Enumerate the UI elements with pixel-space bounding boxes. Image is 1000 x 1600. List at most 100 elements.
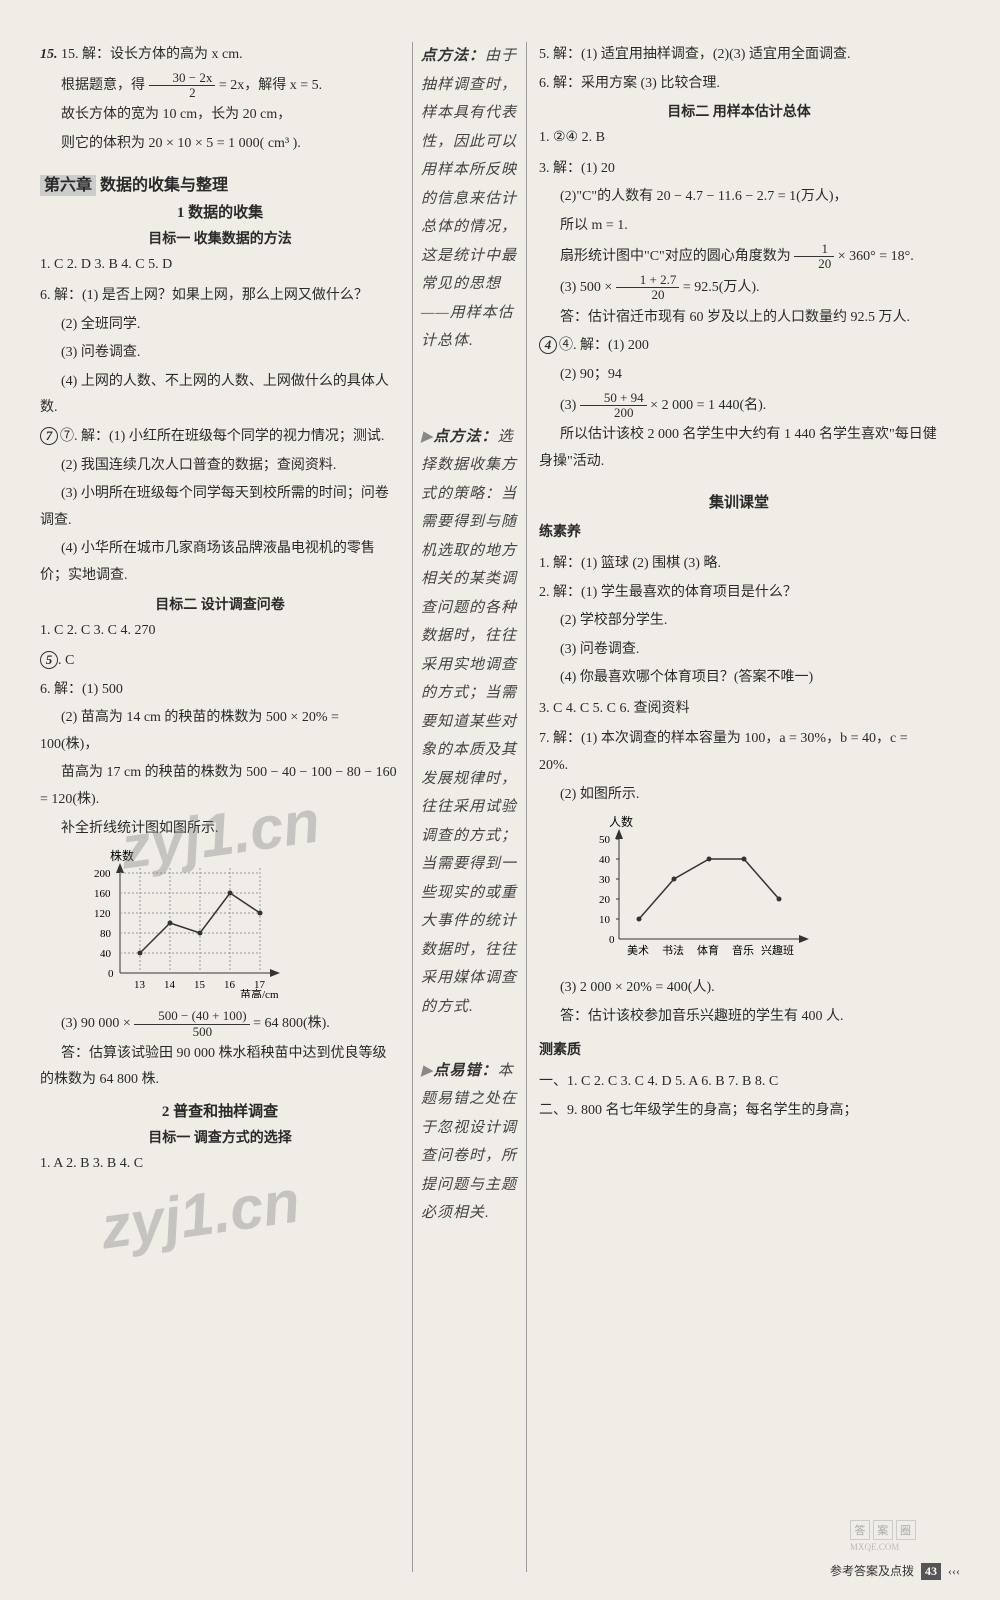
xtick: 体育: [697, 943, 719, 957]
stamp-char: 圈: [896, 1520, 916, 1540]
r-m2-heading: 目标二 用样本估计总体: [539, 101, 939, 121]
ce-row1: 一、1. C 2. C 3. C 4. D 5. A 6. B 7. B 8. …: [539, 1069, 939, 1096]
r-q4-p4: 所以估计该校 2 000 名学生中大约有 1 440 名学生喜欢"每日健身操"活…: [539, 422, 939, 475]
text: (3) 500 ×: [560, 280, 616, 295]
text: . C: [58, 653, 74, 668]
r-q4-head: 4④. 解：(1) 200: [539, 333, 939, 360]
q6b-p6: 答：估算该试验田 90 000 株水稻秧苗中达到优良等级的株数为 64 800 …: [40, 1041, 400, 1094]
jx-q7-head: 7. 解：(1) 本次调查的样本容量为 100，a = 30%，b = 40，c…: [539, 726, 939, 779]
q6-p3: (3) 问卷调查.: [40, 340, 400, 367]
ytick: 80: [100, 928, 112, 940]
text: = 92.5(万人).: [683, 280, 760, 295]
q6b-p5: (3) 90 000 × 500 − (40 + 100)500 = 64 80…: [40, 1009, 400, 1039]
jx-row: 3. C 4. C 5. C 6. 查阅资料: [539, 696, 939, 723]
jx-q7-p4: 答：估计该校参加音乐兴趣班的学生有 400 人.: [539, 1004, 939, 1031]
jx-q2-head: 2. 解：(1) 学生最喜欢的体育项目是什么？: [539, 580, 939, 607]
circled-5: 5: [40, 651, 58, 669]
jx-q7-p3: (3) 2 000 × 20% = 400(人).: [539, 975, 939, 1002]
q6-head: 6. 解：(1) 是否上网？如果上网，那么上网又做什么？: [40, 283, 400, 310]
line-chart-2: 人数 50 40 30 20 10 0: [579, 814, 939, 969]
r-q3-p4: (3) 500 × 1 + 2.720 = 92.5(万人).: [539, 273, 939, 303]
r-q5: 5. 解：(1) 适宜用抽样调查，(2)(3) 适宜用全面调查.: [539, 42, 939, 69]
r-q3-p2b: 所以 m = 1.: [539, 213, 939, 240]
s2-m1-answers: 1. A 2. B 3. B 4. C: [40, 1151, 400, 1178]
r-q3-head: 3. 解：(1) 20: [539, 156, 939, 183]
margin1-label: 点方法：: [421, 48, 485, 64]
r-q4-p2: (2) 90；94: [539, 362, 939, 389]
r-q3-p3: 扇形统计图中"C"对应的圆心角度数为 120 × 360° = 18°.: [539, 242, 939, 272]
lian-heading: 练素养: [539, 520, 939, 547]
margin3-text: 本题易错之处在于忽视设计调查问卷时，所提问题与主题必须相关.: [421, 1063, 517, 1222]
chapter-title-visible: 数据的收集与整理: [100, 177, 228, 194]
xtick: 音乐: [732, 943, 754, 957]
text: 扇形统计图中"C"对应的圆心角度数为: [560, 249, 794, 264]
fraction: 1 + 2.720: [616, 273, 680, 303]
q7-head: 7⑦. 解：(1) 小红所在班级每个同学的视力情况；测试.: [40, 424, 400, 451]
xtick: 15: [194, 979, 206, 991]
d: 200: [580, 406, 647, 420]
target-1-heading: 目标一 收集数据的方法: [40, 228, 400, 248]
right-column: 5. 解：(1) 适宜用抽样调查，(2)(3) 适宜用全面调查. 6. 解：采用…: [539, 40, 939, 1570]
ytick: 120: [94, 908, 111, 920]
left-column: 15. 15. 解：设长方体的高为 x cm. 根据题意，得 30 − 2x2 …: [40, 40, 400, 1570]
ytick: 30: [599, 874, 611, 886]
chapter-bar: 第六章: [40, 175, 96, 196]
xtick: 14: [164, 979, 176, 991]
r-q6: 6. 解：采用方案 (3) 比较合理.: [539, 71, 939, 98]
chart1-xlabel: 苗高/cm: [240, 987, 279, 998]
page-content: 15. 15. 解：设长方体的高为 x cm. 根据题意，得 30 − 2x2 …: [0, 0, 1000, 1600]
d: 20: [616, 288, 680, 302]
xtick: 美术: [627, 944, 649, 957]
answers-1: 1. C 2. D 3. B 4. C 5. D: [40, 252, 400, 279]
ce-heading: 测素质: [539, 1038, 939, 1065]
section-2-heading: 2 普查和抽样调查: [40, 1100, 400, 1121]
stamp-char: 案: [873, 1520, 893, 1540]
jx-q2-p2: (2) 学校部分学生.: [539, 608, 939, 635]
stamp-char: 答: [850, 1520, 870, 1540]
n: 1 + 2.7: [616, 273, 680, 288]
text: × 2 000 = 1 440(名).: [650, 398, 766, 413]
fraction: 120: [794, 242, 834, 272]
xtick: 书法: [662, 943, 684, 957]
jx-q1: 1. 解：(1) 篮球 (2) 围棋 (3) 略.: [539, 551, 939, 578]
margin3-label: 点易错：: [434, 1063, 498, 1079]
margin-column: 点方法：由于抽样调查时，样本具有代表性，因此可以用样本所反映的信息来估计总体的情…: [412, 40, 527, 1570]
numerator: 30 − 2x: [149, 71, 216, 86]
r-m2-answers: 1. ②④ 2. B: [539, 125, 939, 152]
q6-p2: (2) 全班同学.: [40, 312, 400, 339]
chart1-ylabel: 株数: [110, 848, 134, 863]
jixun-heading: 集训课堂: [539, 491, 939, 512]
q15-line2: 根据题意，得 30 − 2x2 = 2x，解得 x = 5.: [40, 71, 400, 101]
chapter-heading: 第六章 第六章 数据的收集与整理 数据的收集与整理: [40, 171, 400, 195]
margin2-label: 点方法：: [434, 429, 498, 445]
margin2-text: 选择数据收集方式的策略：当需要得到与随机选取的地方相关的某类调查问题的各种数据时…: [421, 429, 517, 1015]
answers-2: 1. C 2. C 3. C 4. 270: [40, 618, 400, 645]
ytick: 0: [108, 968, 114, 980]
jx-q2-p3: (3) 问卷调查.: [539, 637, 939, 664]
q6b-p4: 补全折线统计图如图所示.: [40, 816, 400, 843]
chart2-svg: 人数 50 40 30 20 10 0: [579, 814, 819, 964]
xtick: 16: [224, 979, 236, 991]
q7-p2: (2) 我国连续几次人口普查的数据；查阅资料.: [40, 453, 400, 480]
ytick: 200: [94, 868, 111, 880]
target-2-heading: 目标二 设计调查问卷: [40, 594, 400, 614]
text: × 360° = 18°.: [838, 249, 914, 264]
n: 1: [794, 242, 834, 257]
n: 50 + 94: [580, 391, 647, 406]
xtick: 13: [134, 979, 146, 991]
text: = 2x，解得 x = 5.: [219, 78, 322, 93]
triangle-icon: ▶: [421, 429, 434, 445]
q6b-p3: 苗高为 17 cm 的秧苗的株数为 500 − 40 − 100 − 80 − …: [40, 760, 400, 813]
circled-4: 4: [539, 336, 557, 354]
stamp-url: MXQE.COM: [850, 1542, 960, 1552]
line-chart-1: 株数: [80, 848, 400, 1003]
chart2-ylabel: 人数: [609, 814, 633, 829]
ytick: 40: [599, 854, 611, 866]
q6b-head: 6. 解：(1) 500: [40, 677, 400, 704]
r-q4-p3: (3) 50 + 94200 × 2 000 = 1 440(名).: [539, 391, 939, 421]
margin1-text: 由于抽样调查时，样本具有代表性，因此可以用样本所反映的信息来估计总体的情况，这是…: [421, 48, 517, 349]
ce-row2: 二、9. 800 名七年级学生的身高；每名学生的身高；: [539, 1098, 939, 1125]
s2-m1-heading: 目标一 调查方式的选择: [40, 1127, 400, 1147]
margin-note-box: 点方法：由于抽样调查时，样本具有代表性，因此可以用样本所反映的信息来估计总体的情…: [412, 42, 527, 1572]
text: = 64 800(株).: [253, 1016, 330, 1031]
